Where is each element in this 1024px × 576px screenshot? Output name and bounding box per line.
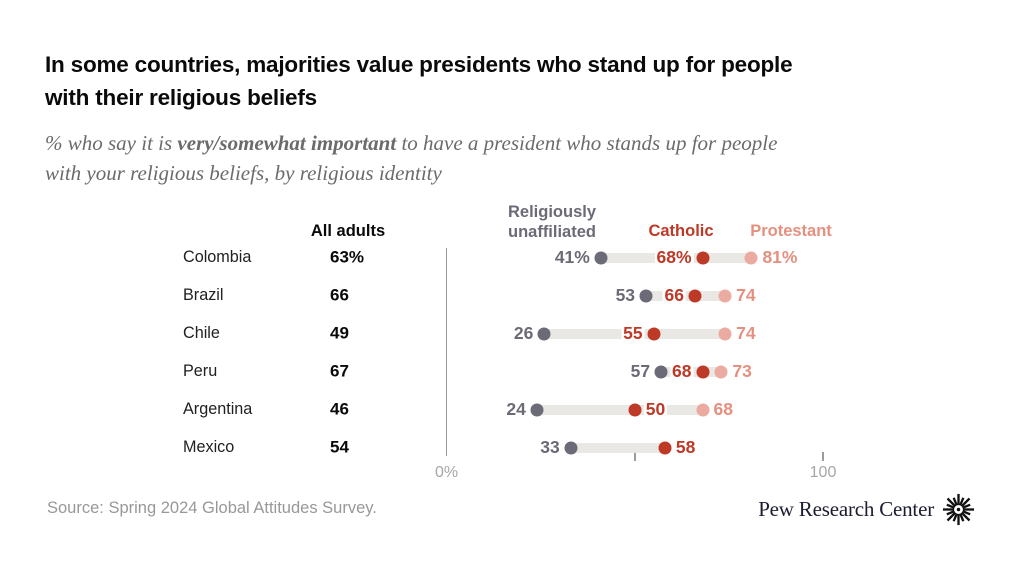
dot-value-label-protestant: 68 — [711, 399, 735, 421]
pew-starburst-logo-icon — [942, 493, 975, 525]
y-axis-baseline — [446, 248, 447, 456]
dot-unaffiliated — [639, 289, 653, 303]
country-label: Chile — [183, 324, 220, 343]
all-adults-value: 49 — [330, 323, 349, 343]
dot-protestant — [718, 289, 732, 303]
dot-value-label-catholic: 68 — [670, 361, 694, 383]
dot-unaffiliated — [530, 403, 544, 417]
all-adults-value: 46 — [330, 399, 349, 419]
dot-value-label-protestant: 74 — [734, 323, 758, 345]
dot-catholic — [658, 441, 672, 455]
subtitle-prefix: % who say it is — [45, 131, 178, 155]
dot-catholic — [628, 403, 642, 417]
axis-label-100: 100 — [809, 464, 837, 481]
chart-subtitle: % who say it is very/somewhat important … — [45, 128, 995, 188]
chart-title-line2: with their religious beliefs — [45, 85, 317, 110]
source-note: Source: Spring 2024 Global Attitudes Sur… — [47, 499, 377, 517]
dot-protestant — [696, 403, 710, 417]
subtitle-bold: very/somewhat important — [177, 131, 397, 155]
dot-value-label-catholic: 68% — [654, 247, 694, 269]
all-adults-value: 63% — [330, 247, 365, 267]
dot-value-label-unaffiliated: 41% — [552, 247, 592, 269]
subtitle-suffix: to have a president who stands up for pe… — [396, 131, 778, 155]
dot-catholic — [696, 251, 710, 265]
dot-catholic — [696, 365, 710, 379]
dot-unaffiliated — [654, 365, 668, 379]
dot-protestant — [718, 327, 732, 341]
dot-value-label-unaffiliated: 33 — [538, 437, 562, 459]
dot-value-label-protestant: 81% — [760, 247, 800, 269]
dot-catholic — [647, 327, 661, 341]
legend-catholic: Catholic — [648, 222, 714, 240]
dot-value-label-unaffiliated: 26 — [511, 323, 536, 345]
connector-bar — [570, 443, 665, 453]
axis-end-tick — [822, 452, 824, 461]
legend-religiously-unaffiliated: Religiously unaffiliated — [507, 203, 597, 241]
all-adults-value: 54 — [330, 437, 349, 457]
dot-value-label-unaffiliated: 24 — [504, 399, 528, 421]
dot-value-label-catholic: 58 — [673, 437, 698, 459]
all-adults-column-header: All adults — [310, 222, 386, 240]
axis-mid-tick — [634, 452, 636, 461]
dot-value-label-catholic: 55 — [621, 323, 645, 345]
dot-value-label-unaffiliated: 53 — [613, 285, 638, 307]
all-adults-value: 66 — [330, 285, 349, 305]
axis-label-zero: 0% — [434, 464, 459, 481]
dot-unaffiliated — [564, 441, 578, 455]
country-label: Peru — [183, 362, 218, 381]
dot-value-label-catholic: 50 — [643, 399, 668, 421]
legend-protestant: Protestant — [750, 222, 832, 240]
dot-catholic — [688, 289, 702, 303]
country-label: Colombia — [183, 248, 252, 267]
country-label: Mexico — [183, 438, 235, 457]
connector-bar — [536, 405, 703, 415]
dot-unaffiliated — [537, 327, 551, 341]
dot-unaffiliated — [594, 251, 608, 265]
dot-protestant — [714, 365, 728, 379]
dot-value-label-unaffiliated: 57 — [628, 361, 653, 383]
dot-value-label-catholic: 66 — [662, 285, 686, 307]
dot-value-label-protestant: 73 — [730, 361, 754, 383]
country-label: Argentina — [183, 400, 253, 419]
chart-title: In some countries, majorities value pres… — [45, 48, 995, 114]
country-label: Brazil — [183, 286, 224, 305]
brand-wordmark: Pew Research Center — [758, 496, 934, 521]
all-adults-value: 67 — [330, 361, 349, 381]
dot-value-label-protestant: 74 — [734, 285, 758, 307]
brand-lockup: Pew Research Center — [758, 492, 976, 526]
chart-title-line1: In some countries, majorities value pres… — [45, 52, 793, 77]
subtitle-line2: with your religious beliefs, by religiou… — [45, 161, 442, 185]
dot-protestant — [744, 251, 758, 265]
